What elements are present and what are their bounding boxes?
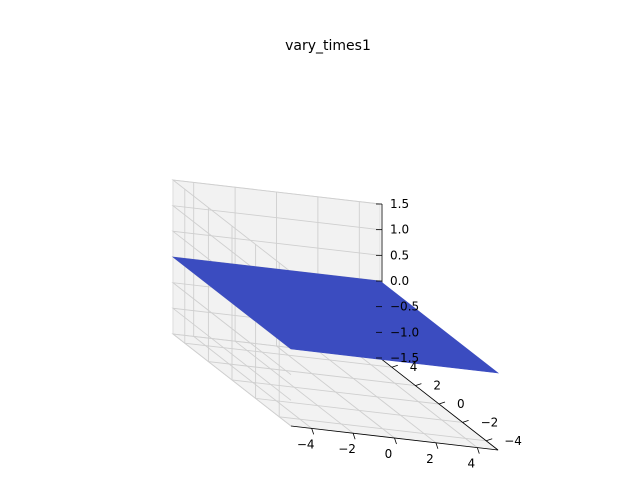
x-tick-mark <box>476 447 480 454</box>
z-tick-label: −1.0 <box>390 325 419 339</box>
x-tick-mark <box>352 433 356 440</box>
x-axis-ticks: −4 −2 0 2 4 <box>297 428 480 471</box>
z-tick-label: 0.0 <box>390 274 409 288</box>
x-tick-label: −4 <box>297 437 315 451</box>
z-axis-ticks: −1.5 −1.0 −0.5 0.0 0.5 1.0 1.5 <box>376 197 419 365</box>
z-grid-line <box>171 179 381 273</box>
y-tick-mark <box>415 383 422 386</box>
x-tick-label: 4 <box>467 457 475 471</box>
y-tick-mark <box>438 401 446 405</box>
y-tick-label: −4 <box>504 434 522 448</box>
y-tick-label: 0 <box>457 397 465 411</box>
y-tick-mark <box>391 364 398 368</box>
x-tick-mark <box>435 442 439 449</box>
y-tick-label: −2 <box>481 415 499 429</box>
chart-title: vary_times1 <box>285 38 371 54</box>
x-tick-mark <box>311 428 315 435</box>
y-tick-mark <box>462 420 469 423</box>
y-tick-mark <box>486 438 493 442</box>
x-tick-label: 0 <box>385 447 393 461</box>
y-axis-ticks: −4 −2 0 2 4 <box>391 360 522 448</box>
z-tick-label: 1.5 <box>390 197 409 211</box>
y-tick-label: 4 <box>410 360 418 374</box>
x-tick-mark <box>394 437 397 445</box>
z-tick-label: 0.5 <box>390 248 409 262</box>
z-tick-label: 1.0 <box>390 223 409 237</box>
x-tick-label: −2 <box>338 442 356 456</box>
z-tick-label: −1.5 <box>390 351 419 365</box>
x-tick-label: 2 <box>426 452 434 466</box>
z-tick-label: −0.5 <box>390 300 419 314</box>
y-tick-label: 2 <box>433 379 441 393</box>
